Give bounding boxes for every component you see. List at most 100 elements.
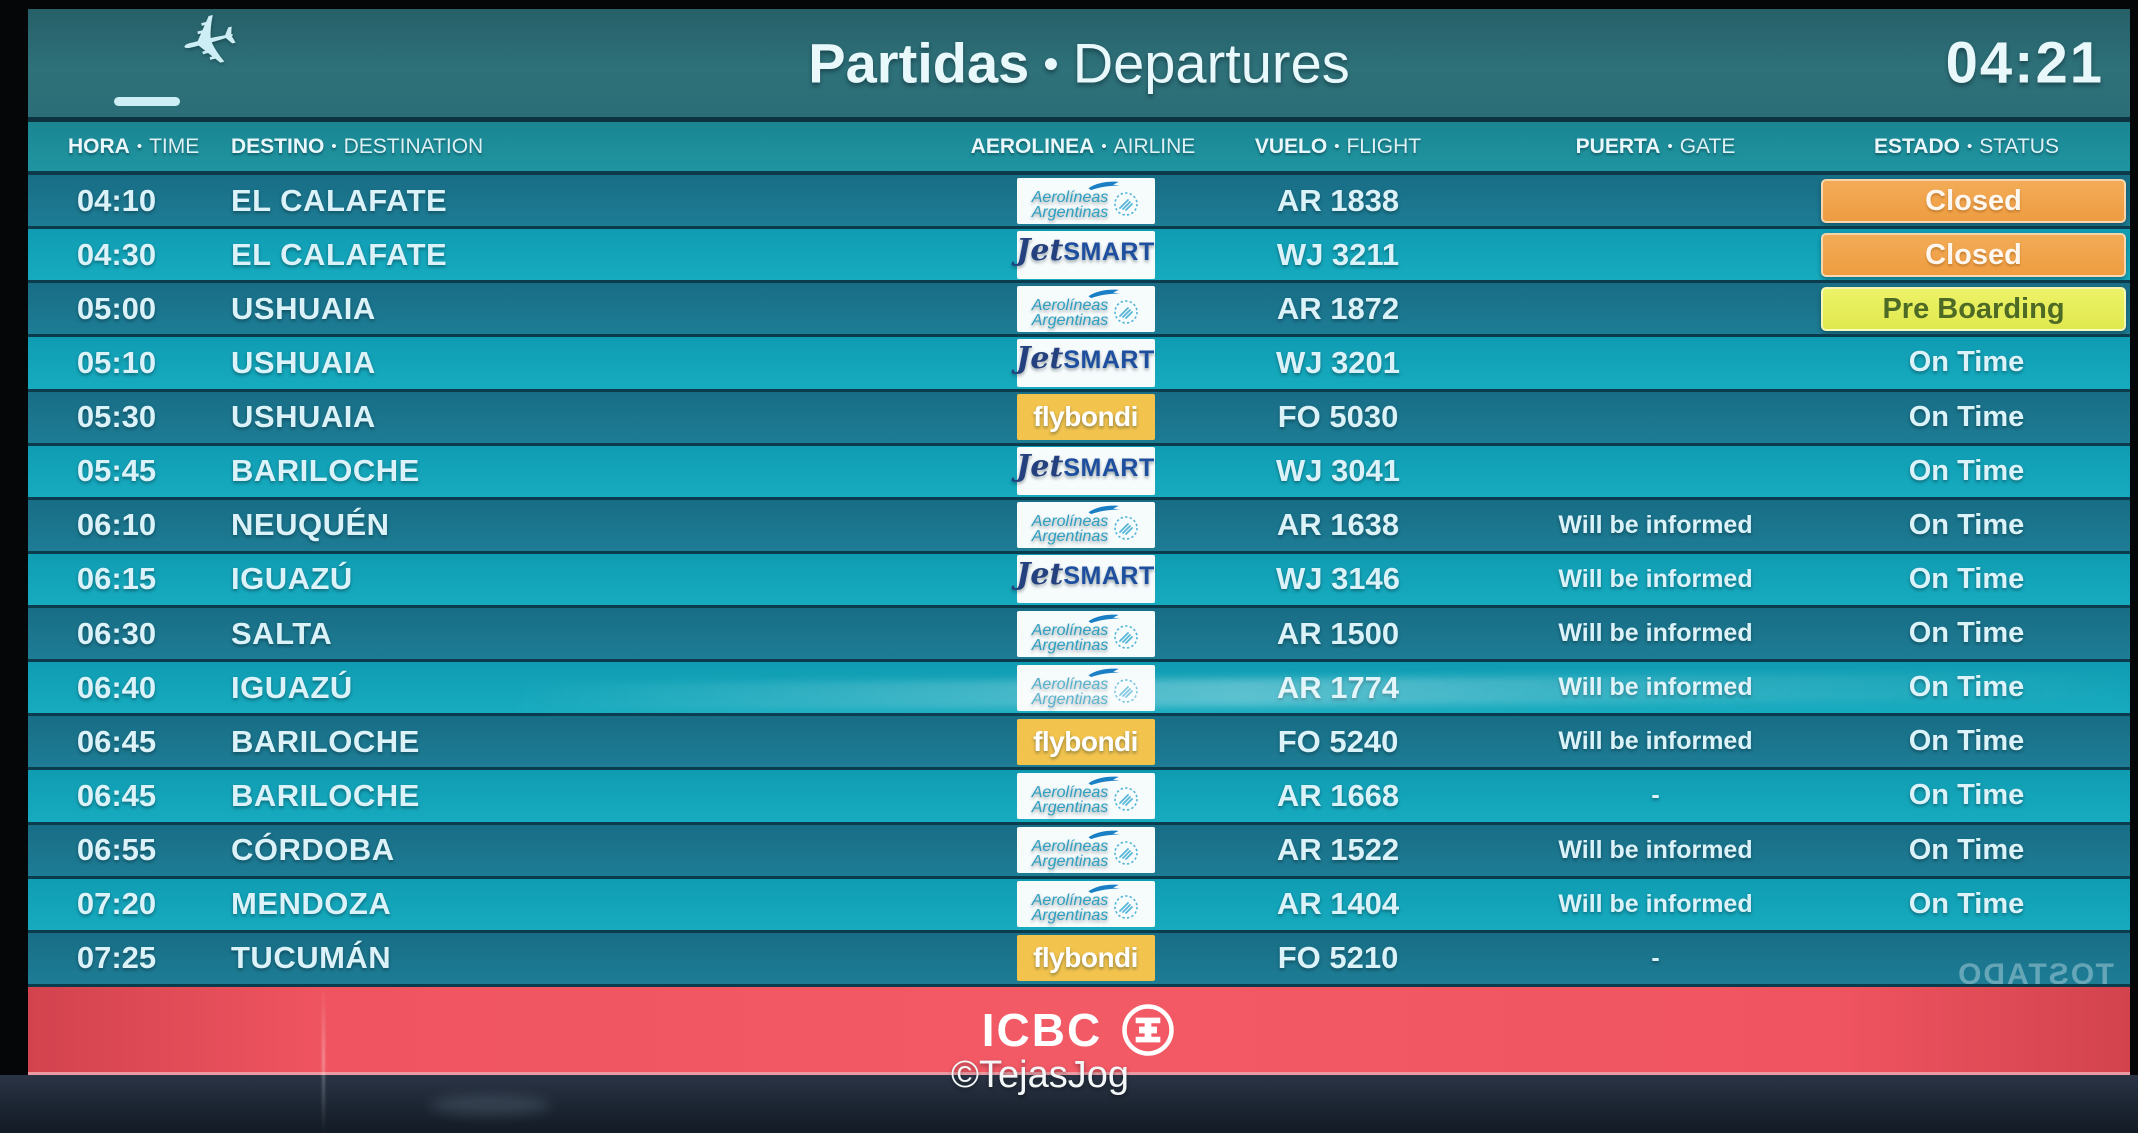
status-ontime: On Time bbox=[1908, 400, 2025, 433]
airline-cell: flybondi bbox=[1003, 718, 1168, 765]
flight-time: 07:25 bbox=[76, 940, 157, 976]
icbc-emblem-icon bbox=[1122, 1003, 1174, 1056]
airline-cell: flybondi bbox=[1003, 935, 1168, 982]
aerolineas-wordmark: Aerolíneas Argentinas bbox=[1031, 838, 1109, 871]
flight-row: 06:45 BARILOCHE flybondi FO 5240 Will be… bbox=[28, 716, 2130, 771]
condor-crest-icon bbox=[1114, 516, 1139, 541]
flight-number: AR 1522 bbox=[1276, 832, 1400, 868]
condor-swoosh-icon bbox=[1087, 505, 1120, 515]
aerolineas-argentinas-logo: Aerolíneas Argentinas bbox=[1016, 177, 1155, 224]
flight-number: FO 5240 bbox=[1277, 723, 1399, 759]
flight-time: 05:45 bbox=[76, 453, 157, 489]
condor-swoosh-icon bbox=[1087, 289, 1120, 298]
status-badge-closed: Closed bbox=[1821, 232, 2126, 277]
flight-destination: TUCUMÁN bbox=[231, 940, 392, 976]
flight-destination: BARILOCHE bbox=[231, 453, 420, 489]
airline-cell: Aerolíneas Argentinas bbox=[1003, 177, 1168, 224]
airline-cell: Jet SMART bbox=[1003, 338, 1168, 387]
gate-info: Will be informed bbox=[1558, 673, 1753, 702]
status-ontime: On Time bbox=[1908, 887, 2025, 920]
gate-info: Will be informed bbox=[1558, 510, 1753, 539]
flight-destination: USHUAIA bbox=[231, 344, 376, 380]
airline-cell: flybondi bbox=[1003, 394, 1168, 441]
status-cell: On Time bbox=[1803, 392, 2130, 443]
status-ontime: On Time bbox=[1908, 833, 2025, 866]
flight-row: 06:15 IGUAZÚ Jet SMART WJ 3146 Will be in… bbox=[28, 553, 2130, 608]
screen-reflection-text: TOSTADO bbox=[1956, 957, 2114, 984]
flight-number: AR 1872 bbox=[1276, 290, 1400, 326]
status-ontime: On Time bbox=[1908, 454, 2025, 487]
flight-time: 05:30 bbox=[76, 399, 157, 435]
clock: 04:21 bbox=[1945, 30, 2104, 96]
flight-number: FO 5210 bbox=[1277, 940, 1399, 976]
flight-row: 06:10 NEUQUÉN Aerolíneas Argentinas AR 16… bbox=[28, 499, 2130, 554]
title-english: Departures bbox=[1072, 31, 1350, 95]
flight-time: 06:15 bbox=[76, 561, 157, 597]
flight-destination: SALTA bbox=[231, 615, 333, 651]
gate-info: Will be informed bbox=[1558, 889, 1753, 918]
aerolineas-argentinas-logo: Aerolíneas Argentinas bbox=[1016, 610, 1155, 657]
flight-destination: EL CALAFATE bbox=[231, 182, 448, 218]
aerolineas-argentinas-logo: Aerolíneas Argentinas bbox=[1016, 502, 1155, 549]
col-header-time: HORA • TIME bbox=[68, 134, 200, 158]
gate-info: Will be informed bbox=[1558, 619, 1753, 648]
aerolineas-argentinas-logo: Aerolíneas Argentinas bbox=[1016, 664, 1155, 711]
status-cell: On Time bbox=[1803, 554, 2130, 605]
condor-swoosh-icon bbox=[1087, 181, 1120, 190]
flight-row: 04:10 EL CALAFATE Aerolíneas Argentinas A… bbox=[28, 175, 2130, 230]
status-cell: On Time bbox=[1803, 446, 2130, 497]
flight-table: 04:10 EL CALAFATE Aerolíneas Argentinas A… bbox=[28, 175, 2138, 987]
flight-time: 06:45 bbox=[76, 777, 157, 813]
col-header-flight: VUELO • FLIGHT bbox=[1254, 134, 1422, 158]
flight-number: FO 5030 bbox=[1277, 399, 1399, 435]
flight-time: 05:10 bbox=[76, 344, 157, 380]
icbc-banner: ICBC bbox=[28, 987, 2130, 1075]
aerolineas-wordmark: Aerolíneas Argentinas bbox=[1031, 892, 1109, 925]
icbc-wordmark: ICBC bbox=[981, 1003, 1103, 1056]
flybondi-logo: flybondi bbox=[1016, 394, 1155, 441]
status-ontime: On Time bbox=[1908, 617, 2025, 650]
aerolineas-argentinas-logo: Aerolíneas Argentinas bbox=[1016, 772, 1155, 819]
flight-destination: BARILOCHE bbox=[231, 777, 420, 813]
aerolineas-argentinas-logo: Aerolíneas Argentinas bbox=[1016, 881, 1155, 928]
aerolineas-argentinas-logo: Aerolíneas Argentinas bbox=[1016, 827, 1155, 874]
flight-row: 05:30 USHUAIA flybondi FO 5030 On Time bbox=[28, 391, 2130, 446]
status-ontime: On Time bbox=[1908, 508, 2025, 541]
photo-bottom-band bbox=[0, 1075, 2138, 1133]
airline-cell: Aerolíneas Argentinas bbox=[1003, 881, 1168, 928]
status-cell: On Time bbox=[1803, 500, 2130, 551]
condor-crest-icon bbox=[1114, 191, 1139, 216]
status-cell: On Time bbox=[1803, 608, 2130, 659]
status-ontime: On Time bbox=[1908, 671, 2025, 704]
flight-row: 05:00 USHUAIA Aerolíneas Argentinas AR 18… bbox=[28, 283, 2130, 338]
flight-row: 07:25 TUCUMÁN flybondi FO 5210 - TOSTADO bbox=[28, 932, 2130, 987]
plane-glyph: ✈ bbox=[171, 0, 248, 88]
flybondi-logo: flybondi bbox=[1016, 935, 1155, 982]
airline-cell: Jet SMART bbox=[1003, 555, 1168, 604]
status-ontime: On Time bbox=[1908, 346, 2025, 379]
flight-number: AR 1838 bbox=[1276, 182, 1400, 218]
photographer-watermark: ©TejasJog bbox=[951, 1054, 1129, 1096]
col-header-status: ESTADO • STATUS bbox=[1874, 134, 2059, 158]
flight-time: 06:55 bbox=[76, 832, 157, 868]
status-ontime: On Time bbox=[1908, 562, 2025, 595]
flight-number: WJ 3146 bbox=[1275, 561, 1401, 597]
jetsmart-logo: Jet SMART bbox=[1016, 338, 1155, 387]
status-cell: Closed bbox=[1803, 229, 2130, 280]
jetsmart-logo: Jet SMART bbox=[1016, 230, 1155, 279]
flight-row: 05:45 BARILOCHE Jet SMART WJ 3041 On Time bbox=[28, 445, 2130, 500]
flight-destination: USHUAIA bbox=[231, 399, 376, 435]
condor-swoosh-icon bbox=[1087, 830, 1120, 840]
title-spanish: Partidas bbox=[808, 31, 1030, 95]
flight-time: 06:45 bbox=[76, 723, 157, 759]
flight-destination: MENDOZA bbox=[231, 886, 392, 922]
status-cell: On Time bbox=[1803, 770, 2130, 821]
plane-underline bbox=[114, 97, 180, 106]
aerolineas-wordmark: Aerolíneas Argentinas bbox=[1031, 188, 1109, 221]
airline-cell: Aerolíneas Argentinas bbox=[1003, 827, 1168, 874]
divider bbox=[28, 171, 2130, 175]
aerolineas-wordmark: Aerolíneas Argentinas bbox=[1031, 675, 1109, 708]
col-header-gate: PUERTA • GATE bbox=[1575, 134, 1736, 158]
flight-number: AR 1404 bbox=[1276, 886, 1400, 922]
condor-crest-icon bbox=[1114, 841, 1139, 865]
